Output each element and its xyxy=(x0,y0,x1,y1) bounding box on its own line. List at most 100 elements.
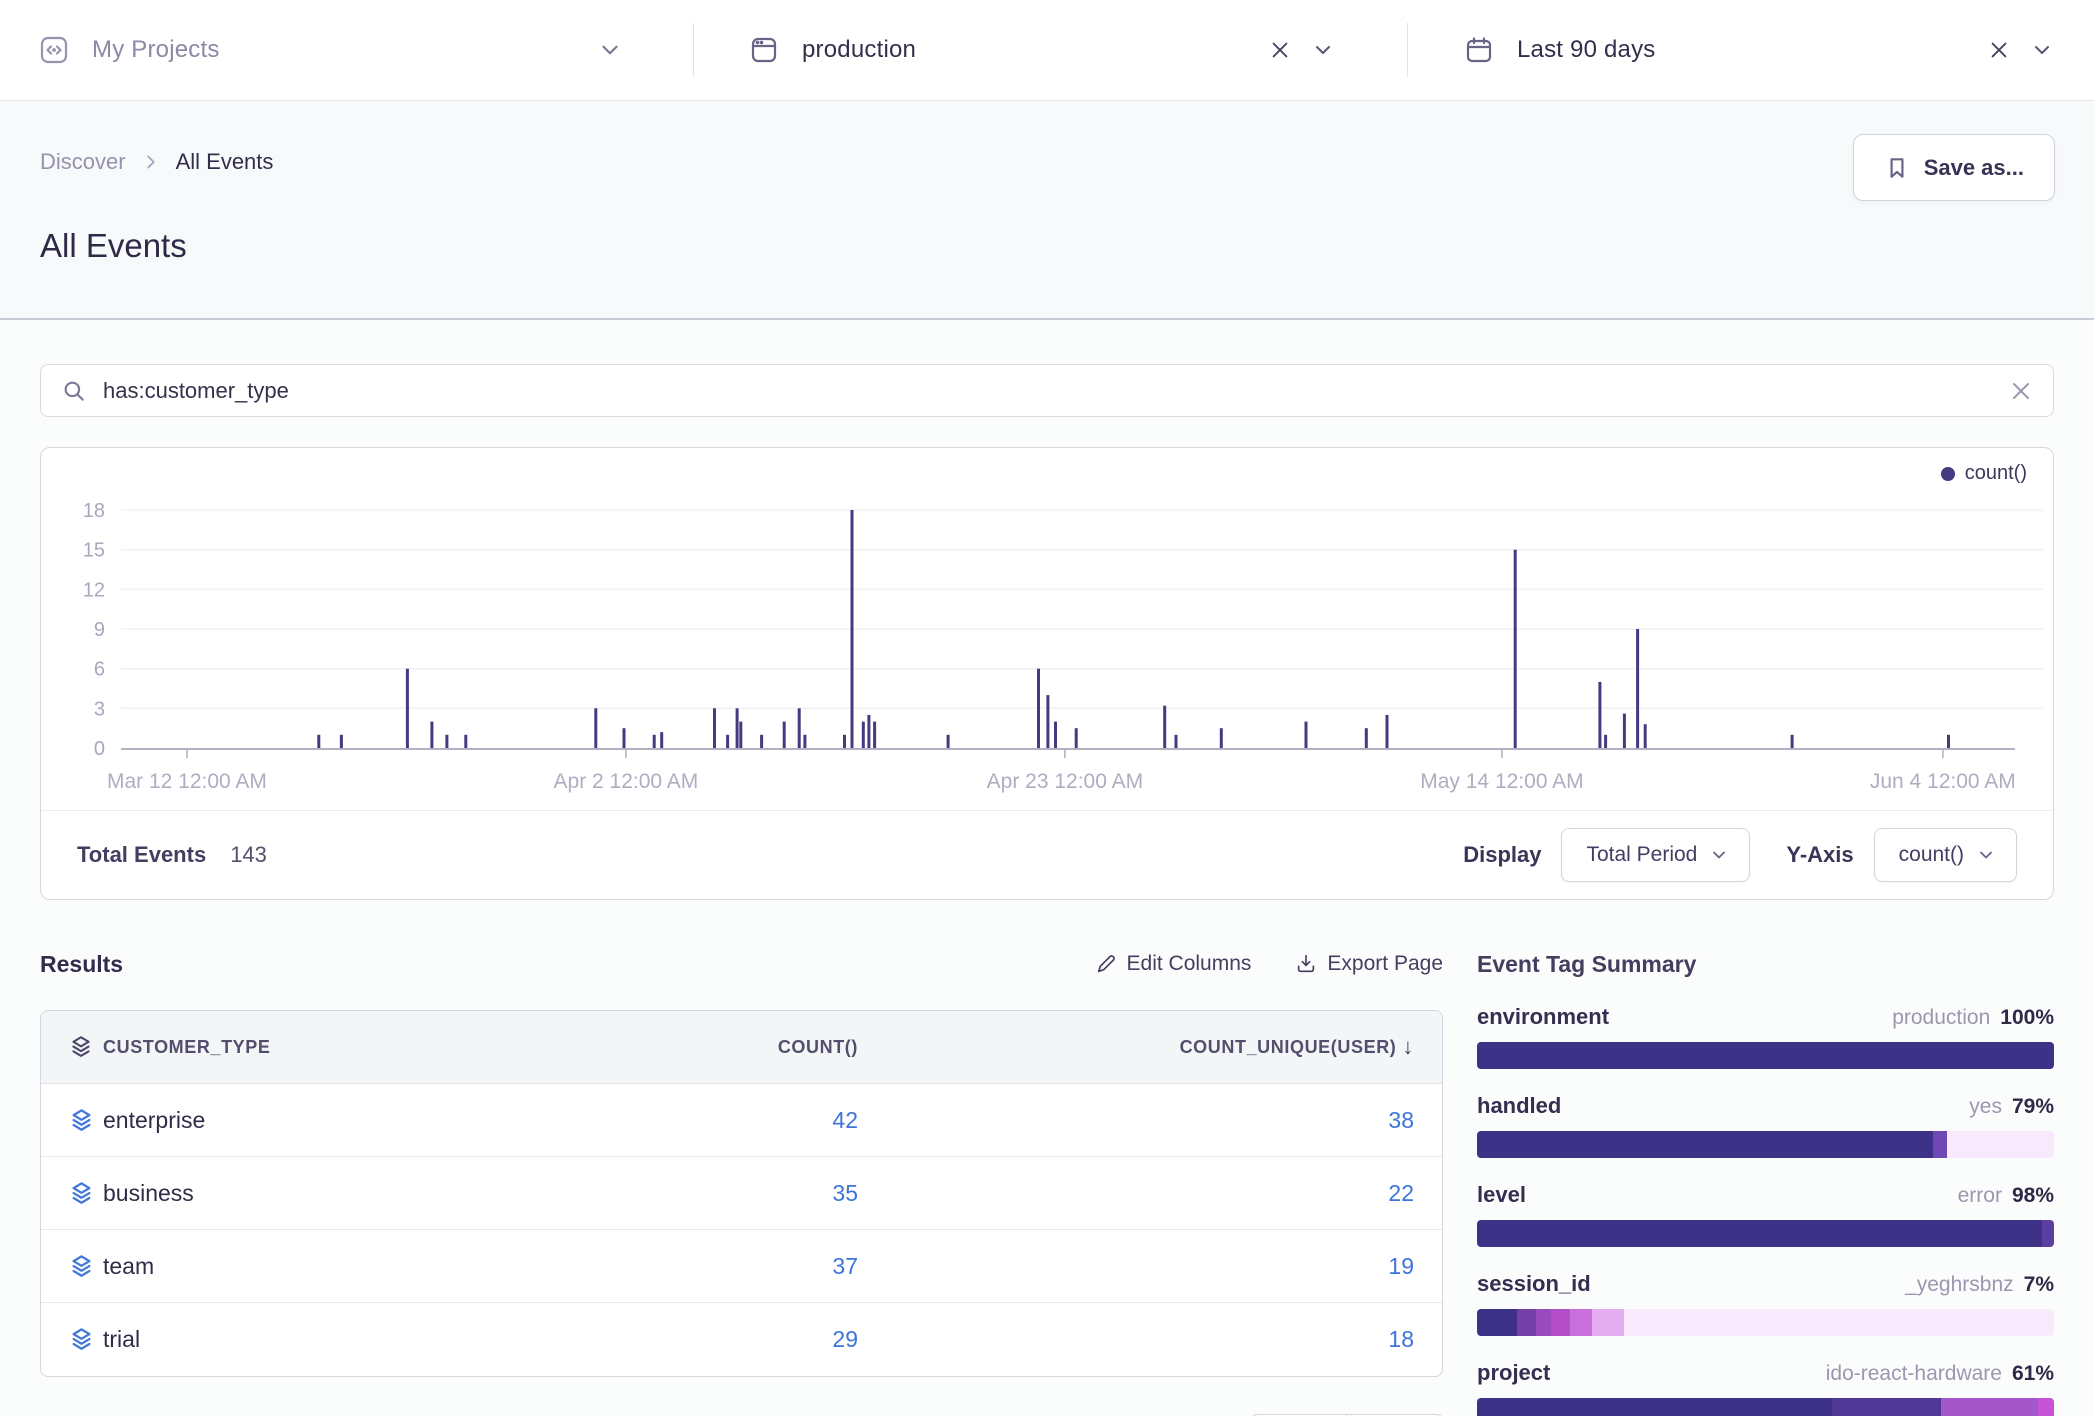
svg-text:9: 9 xyxy=(94,619,105,641)
col-customer-type[interactable]: CUSTOMER_TYPE xyxy=(103,1037,486,1058)
tag-top-value: production xyxy=(1892,1006,1990,1030)
clear-search-icon[interactable] xyxy=(2009,379,2033,403)
tag-top-value: error xyxy=(1958,1184,2002,1208)
table-row[interactable]: trial 29 18 xyxy=(41,1303,1442,1376)
tag-top-value: yes xyxy=(1969,1095,2002,1119)
tag-distribution-bar[interactable] xyxy=(1477,1398,2054,1416)
svg-text:6: 6 xyxy=(94,659,105,681)
table-row[interactable]: business 35 22 xyxy=(41,1157,1442,1230)
calendar-icon xyxy=(1463,34,1495,66)
cell-count-unique-user[interactable]: 19 xyxy=(886,1253,1442,1280)
tag-bar-segment[interactable] xyxy=(1947,1131,2054,1158)
tag-bar-segment[interactable] xyxy=(1477,1042,2054,1069)
main-content: has:customer_type count() 0369121518Mar … xyxy=(0,320,2094,1416)
tag-bar-segment[interactable] xyxy=(1592,1309,1624,1336)
svg-text:15: 15 xyxy=(83,540,105,562)
tag-bar-segment[interactable] xyxy=(2038,1398,2054,1416)
display-label: Display xyxy=(1463,842,1541,868)
edit-columns-button[interactable]: Edit Columns xyxy=(1095,952,1252,976)
breadcrumb-discover[interactable]: Discover xyxy=(40,149,126,175)
display-dropdown[interactable]: Total Period xyxy=(1561,828,1750,882)
clear-date-range-icon[interactable] xyxy=(1988,39,2010,61)
results-section: Results Edit Columns Export Page xyxy=(40,944,1443,1416)
stack-icon[interactable] xyxy=(41,1253,103,1280)
tag-top-value: ido-react-hardware xyxy=(1826,1362,2002,1386)
chevron-down-icon[interactable] xyxy=(597,37,623,63)
cell-customer-type: team xyxy=(103,1253,486,1280)
download-icon xyxy=(1295,953,1317,975)
chevron-right-icon xyxy=(140,151,162,173)
tag-entry: level error 98% xyxy=(1477,1182,2054,1247)
tag-top-value: _yeghrsbnz xyxy=(1905,1273,2014,1297)
total-events-label: Total Events xyxy=(77,842,206,868)
svg-text:Apr 23 12:00 AM: Apr 23 12:00 AM xyxy=(987,770,1143,793)
cell-count[interactable]: 42 xyxy=(486,1107,886,1134)
tag-bar-segment[interactable] xyxy=(1832,1398,1940,1416)
search-bar[interactable]: has:customer_type xyxy=(40,364,2054,417)
chevron-down-icon[interactable] xyxy=(2030,38,2054,62)
cell-count[interactable]: 35 xyxy=(486,1180,886,1207)
col-count-unique-user[interactable]: COUNT_UNIQUE(USER) ↓ xyxy=(886,1034,1442,1060)
tag-bar-segment[interactable] xyxy=(1551,1309,1571,1336)
tag-bar-segment[interactable] xyxy=(2042,1220,2054,1247)
tag-distribution-bar[interactable] xyxy=(1477,1042,2054,1069)
chevron-down-icon[interactable] xyxy=(1311,38,1335,62)
environment-selector[interactable]: production xyxy=(694,0,1407,100)
sort-desc-icon: ↓ xyxy=(1402,1034,1414,1060)
tag-bar-segment[interactable] xyxy=(1933,1131,1947,1158)
cell-customer-type: business xyxy=(103,1180,486,1207)
stack-icon[interactable] xyxy=(41,1107,103,1134)
cell-count[interactable]: 37 xyxy=(486,1253,886,1280)
tag-bar-segment[interactable] xyxy=(1517,1309,1536,1336)
results-heading: Results xyxy=(40,951,123,978)
y-axis-label: Y-Axis xyxy=(1786,842,1853,868)
cell-customer-type: enterprise xyxy=(103,1107,486,1134)
pencil-icon xyxy=(1095,953,1117,975)
date-range-selector[interactable]: Last 90 days xyxy=(1408,0,2094,100)
tag-distribution-bar[interactable] xyxy=(1477,1220,2054,1247)
tag-distribution-bar[interactable] xyxy=(1477,1131,2054,1158)
tag-bar-segment[interactable] xyxy=(1477,1220,2042,1247)
events-bar-chart[interactable]: 0369121518Mar 12 12:00 AMApr 2 12:00 AMA… xyxy=(41,448,2053,810)
table-row[interactable]: enterprise 42 38 xyxy=(41,1084,1442,1157)
page-header: Discover All Events All Events Save as..… xyxy=(0,101,2094,320)
y-axis-dropdown[interactable]: count() xyxy=(1874,828,2017,882)
cell-count-unique-user[interactable]: 38 xyxy=(886,1107,1442,1134)
legend-dot-icon xyxy=(1941,467,1955,481)
event-tag-summary: Event Tag Summary environment production… xyxy=(1477,944,2054,1416)
display-dropdown-value: Total Period xyxy=(1586,843,1697,867)
export-page-button[interactable]: Export Page xyxy=(1295,952,1443,976)
cell-count-unique-user[interactable]: 18 xyxy=(886,1326,1442,1353)
tag-bar-segment[interactable] xyxy=(1941,1398,2039,1416)
global-filter-bar: My Projects production Last 9 xyxy=(0,0,2094,101)
tag-bar-segment[interactable] xyxy=(1477,1398,1832,1416)
tag-bar-segment[interactable] xyxy=(1536,1309,1550,1336)
chevron-down-icon xyxy=(1709,845,1729,865)
table-header-row: CUSTOMER_TYPE COUNT() COUNT_UNIQUE(USER)… xyxy=(41,1011,1442,1084)
tag-percentage: 7% xyxy=(2024,1273,2054,1297)
tag-name: project xyxy=(1477,1360,1826,1386)
tag-bar-segment[interactable] xyxy=(1477,1131,1933,1158)
tag-percentage: 79% xyxy=(2012,1095,2054,1119)
search-input[interactable]: has:customer_type xyxy=(103,378,2009,404)
tag-bar-segment[interactable] xyxy=(1570,1309,1591,1336)
legend-label: count() xyxy=(1965,462,2027,485)
window-icon xyxy=(748,34,780,66)
save-as-button[interactable]: Save as... xyxy=(1853,134,2055,201)
clear-environment-icon[interactable] xyxy=(1269,39,1291,61)
stack-icon[interactable] xyxy=(41,1180,103,1207)
svg-text:3: 3 xyxy=(94,698,105,720)
chart-legend: count() xyxy=(1941,462,2027,485)
tag-bar-segment[interactable] xyxy=(1624,1309,2054,1336)
export-page-label: Export Page xyxy=(1327,952,1443,976)
project-selector[interactable]: My Projects xyxy=(0,0,693,100)
stack-icon[interactable] xyxy=(41,1326,103,1353)
tag-bar-segment[interactable] xyxy=(1477,1309,1517,1336)
cell-count-unique-user[interactable]: 22 xyxy=(886,1180,1442,1207)
tag-distribution-bar[interactable] xyxy=(1477,1309,2054,1336)
table-row[interactable]: team 37 19 xyxy=(41,1230,1442,1303)
cell-count[interactable]: 29 xyxy=(486,1326,886,1353)
svg-text:0: 0 xyxy=(94,738,105,760)
tag-entry: session_id _yeghrsbnz 7% xyxy=(1477,1271,2054,1336)
col-count[interactable]: COUNT() xyxy=(486,1037,886,1058)
